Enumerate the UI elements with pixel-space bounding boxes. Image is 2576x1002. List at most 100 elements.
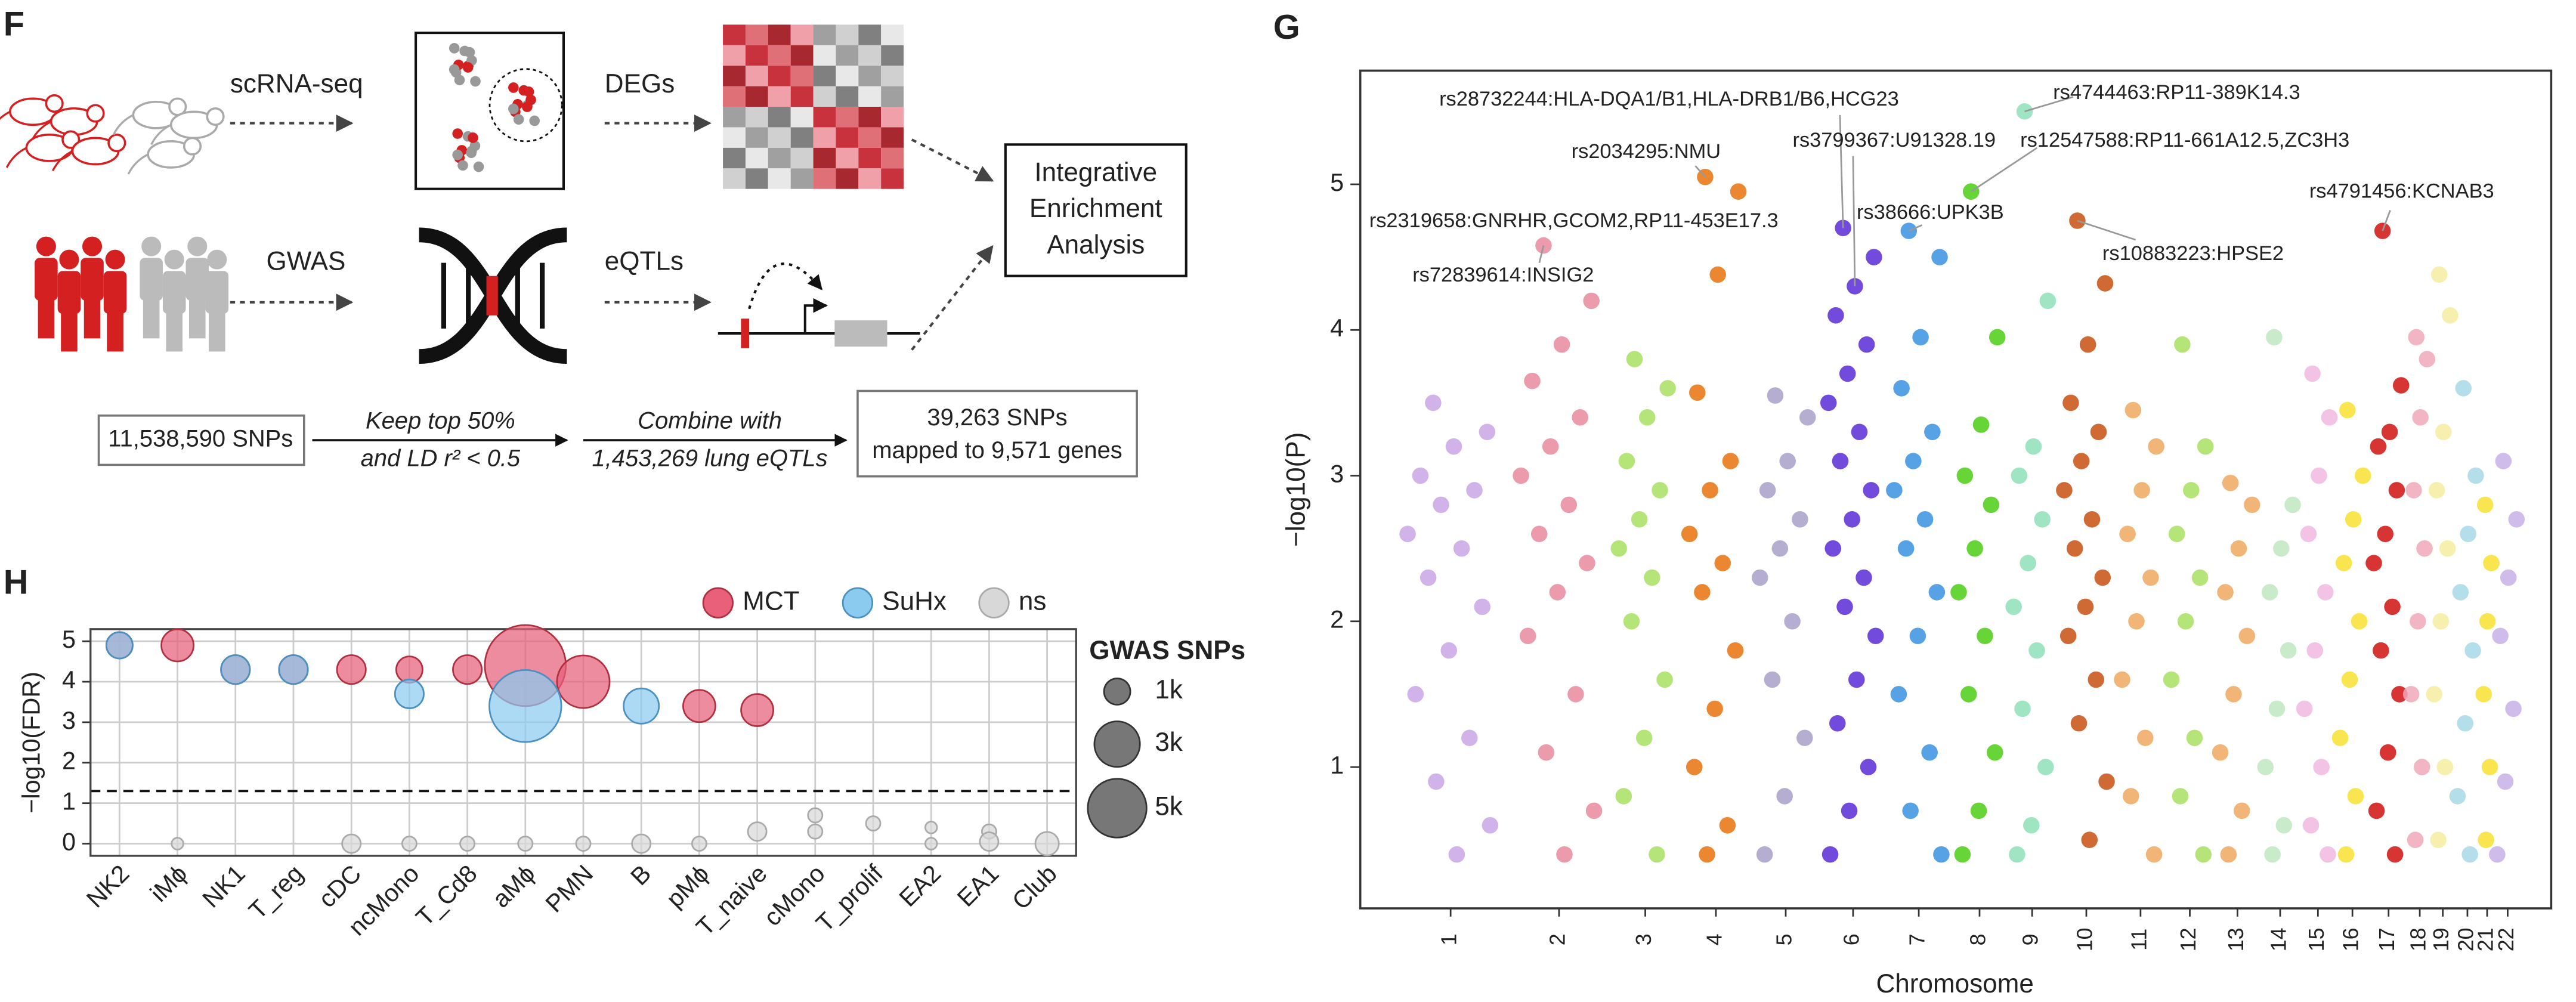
x-tick-label: aMϕ [487,859,540,913]
heatmap-cell [723,86,746,107]
bubble [105,631,134,660]
heatmap-cell [723,147,746,169]
y-axis-label: −log10(P) [1282,432,1311,547]
heatmap-cell [768,66,791,86]
heatmap-cell [881,168,904,189]
snp-point [2335,555,2352,571]
size-legend-label: 5k [1155,792,1183,821]
snp-point [1784,613,1801,630]
snp-point [2233,802,2250,819]
snp-point [1549,584,1566,601]
rat-icon [45,94,64,113]
heatmap-cell [813,127,836,148]
snp-point [2195,846,2212,863]
snp-point [2428,482,2445,499]
bubble [341,833,362,854]
snp-point [1524,372,1541,389]
bubble [691,836,707,852]
snp-point [2412,409,2429,426]
snp-point [1445,438,1462,455]
flow-box [97,414,305,466]
flow-text: mapped to 9,571 genes [872,437,1122,463]
cluster-box [415,32,565,190]
snp-point [2317,584,2334,601]
heatmap-cell [813,66,836,86]
cell-dot [468,132,478,143]
heatmap-cell [745,147,768,169]
x-tick-label: NK2 [81,859,134,913]
heatmap-cell [881,45,904,66]
bubble [488,669,562,743]
cell-dot [508,82,519,93]
heatmap-cell [790,107,814,128]
cell-dot [466,147,477,159]
snp-point [1839,365,1856,382]
snp-point [1902,802,1919,819]
snp-point [2014,700,2031,718]
snp-point [1635,729,1653,746]
snp-point [2410,613,2426,630]
annotation: rs12547588:RP11-661A12.5,ZC3H3 [2020,129,2349,151]
bubble [865,815,882,832]
person-icon [140,258,163,301]
cluster-ring [488,68,563,143]
person-icon [81,258,104,301]
heatmap-cell [723,66,746,86]
rat-icon [112,114,134,135]
y-tick-label: 3 [62,707,76,734]
snp-point [1820,394,1837,412]
annotation: rs3799367:U91328.19 [1792,129,1996,151]
snp-point [2128,613,2145,630]
snp-point [2331,729,2349,746]
snp-point [2430,831,2447,848]
snp-point [2345,511,2362,528]
heatmap-cell [745,168,768,189]
person-icon [164,249,184,270]
snp-point [2230,540,2247,557]
heatmap-cell [790,24,814,45]
x-tick-label: NK1 [197,859,251,913]
heatmap-cell [745,127,768,148]
x-tick-label: 4 [1702,933,1726,945]
snp-point [1482,817,1499,834]
bubble [278,654,309,685]
heatmap-cell [768,45,791,66]
snp-point [1681,525,1698,542]
annotation: rs4744463:RP11-389K14.3 [2053,81,2300,104]
snp-point [2137,729,2154,746]
heatmap-cell [881,86,904,107]
cell-dot [457,160,468,171]
snp-point [2169,525,2185,542]
heatmap-cell [881,147,904,169]
snp-point [2388,482,2405,499]
snp-point [1983,496,2000,514]
x-tick-label: 9 [2019,933,2043,945]
snp-point [2070,715,2088,732]
rat-icon [86,104,105,123]
y-tick-label: 1 [1330,752,1344,779]
cell-dot [454,75,465,85]
snp-point [2347,788,2364,805]
bubble [171,837,184,851]
heatmap-cell [723,107,746,128]
snp-point [1835,219,1851,237]
rat-icon [0,110,11,120]
snp-point [2492,627,2509,644]
x-tick-label: B [625,859,656,890]
plot-frame [1359,69,2553,910]
bubble [401,836,418,852]
snp-point [2098,773,2115,790]
heatmap-cell [858,107,882,128]
y-tick-label: 2 [1330,606,1344,633]
legend-swatch [978,587,1010,618]
snp-point [2296,700,2313,718]
rat-icon [150,123,172,146]
snp-point [1474,598,1490,616]
snp-point [2268,700,2286,718]
snp-point [1931,249,1948,265]
snp-point [2011,467,2028,484]
snp-point [1909,627,1926,644]
size-legend-circle [1087,778,1148,839]
snp-point [1912,329,1929,346]
snp-point [2381,423,2398,441]
